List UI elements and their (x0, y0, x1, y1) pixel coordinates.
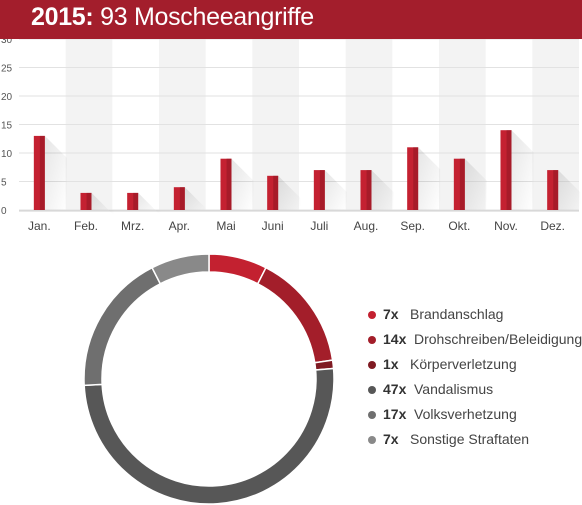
x-tick-label: Feb. (74, 219, 98, 233)
bar-side (133, 192, 139, 210)
bar-shadow (418, 147, 441, 210)
donut-slice (151, 253, 210, 285)
bar (453, 158, 465, 210)
legend-count: 7x (383, 431, 399, 447)
bar-side (459, 158, 465, 210)
bar (173, 187, 185, 210)
legend-dot (368, 336, 376, 344)
x-tick-label: Jan. (28, 219, 51, 233)
y-tick-label: 10 (1, 149, 13, 160)
legend-label: Körperverletzung (410, 356, 517, 372)
y-tick-label: 15 (1, 121, 13, 132)
x-tick-label: Apr. (169, 219, 190, 233)
bar-side (553, 170, 559, 210)
bar-side (86, 192, 92, 210)
bar-side (319, 170, 325, 210)
bar-side (506, 130, 512, 210)
donut-slice (208, 253, 267, 285)
x-tick-label: Mrz. (121, 219, 144, 233)
x-tick-label: Juni (262, 219, 284, 233)
x-tick-label: Sep. (400, 219, 425, 233)
monthly-bar-chart: 0 5 10 15 20 25 30 Jan. Feb. Mrz. Apr. Mai Juni Juli A… (1, 39, 581, 233)
donut-slice (83, 367, 335, 505)
x-tick-label: Okt. (448, 219, 470, 233)
page-title: 2015: 93 Moscheeangriffe (31, 3, 314, 32)
y-tick-label: 0 (1, 206, 7, 217)
legend-label: Sonstige Straftaten (410, 431, 530, 447)
bar-side (39, 135, 45, 210)
donut-slice (83, 266, 162, 387)
bar-shadow (324, 170, 347, 210)
bar (127, 192, 139, 210)
bar-shadow (184, 187, 207, 210)
bar (500, 130, 512, 210)
legend-dot (368, 361, 376, 369)
bar-shadow (278, 175, 301, 210)
y-tick-label: 20 (1, 92, 13, 103)
bar (80, 192, 92, 210)
bar-shadow (138, 192, 161, 215)
title-text: 93 Moscheeangriffe (100, 3, 314, 31)
bar-shadow (44, 135, 67, 210)
bar-shadow (231, 158, 254, 210)
header-banner: 2015: 93 Moscheeangriffe (0, 0, 582, 39)
bar-shadow (464, 158, 487, 210)
bar-side (366, 170, 372, 210)
donut-slice (256, 266, 334, 364)
bar-shadow (91, 192, 114, 215)
legend-dot (368, 311, 376, 319)
bar-shadow (558, 170, 581, 210)
bar-side (413, 147, 419, 210)
legend-count: 47x (383, 381, 407, 397)
donut-slice (313, 359, 335, 371)
bar-side (273, 175, 279, 210)
bar (360, 170, 372, 210)
bar (33, 135, 45, 210)
bar (547, 170, 559, 210)
x-tick-label: Aug. (354, 219, 379, 233)
legend-dot (368, 436, 376, 444)
bar-side (179, 187, 185, 210)
legend-label: Volksverhetzung (414, 406, 517, 422)
bar (267, 175, 279, 210)
bar-shadow (371, 170, 394, 210)
bar (313, 170, 325, 210)
bar (220, 158, 232, 210)
legend-count: 7x (383, 306, 399, 322)
legend-dot (368, 386, 376, 394)
y-tick-label: 25 (1, 64, 13, 75)
x-tick-label: Mai (216, 219, 235, 233)
bar (407, 147, 419, 210)
bar-shadow (511, 130, 534, 210)
y-tick-label: 30 (1, 39, 13, 46)
legend-label: Vandalismus (414, 381, 494, 397)
legend-count: 14x (383, 331, 407, 347)
legend-dot (368, 411, 376, 419)
bar-side (226, 158, 232, 210)
legend-count: 17x (383, 406, 407, 422)
legend-count: 1x (383, 356, 399, 372)
legend-label: Drohschreiben/Beleidigungen (414, 331, 582, 347)
x-tick-label: Dez. (540, 219, 565, 233)
legend-label: Brandanschlag (410, 306, 504, 322)
title-year: 2015: (31, 3, 94, 31)
y-tick-label: 5 (1, 178, 7, 189)
x-tick-label: Juli (310, 219, 328, 233)
x-tick-label: Nov. (494, 219, 518, 233)
